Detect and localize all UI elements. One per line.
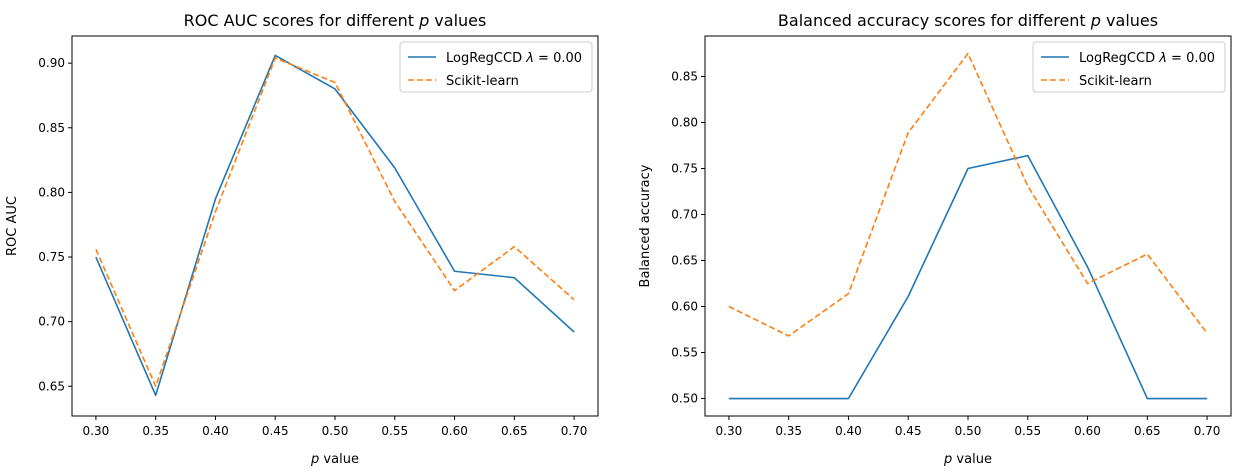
legend-label: LogRegCCD λ = 0.00 bbox=[446, 51, 582, 66]
x-tick-label: 0.65 bbox=[501, 424, 528, 438]
chart-1: ROC AUC scores for different p values 0.3… bbox=[5, 11, 599, 467]
x-tick-label: 0.65 bbox=[1134, 424, 1161, 438]
legend-box bbox=[1032, 41, 1226, 93]
x-tick-label: 0.30 bbox=[83, 424, 110, 438]
y-tick-label: 0.65 bbox=[38, 379, 65, 393]
x-tick-label: 0.70 bbox=[1194, 424, 1221, 438]
legend: LogRegCCD λ = 0.00 Scikit-learn bbox=[399, 41, 593, 93]
series-line-scikit-learn bbox=[728, 52, 1208, 337]
x-tick-label: 0.40 bbox=[202, 424, 229, 438]
series-line-logregccd bbox=[95, 54, 575, 397]
x-tick-label: 0.35 bbox=[142, 424, 169, 438]
x-tick-label: 0.50 bbox=[322, 424, 349, 438]
plot-frame bbox=[704, 35, 1232, 417]
x-tick-label: 0.60 bbox=[441, 424, 468, 438]
plot-frame bbox=[71, 35, 599, 417]
y-tick-label: 0.60 bbox=[671, 300, 698, 314]
x-tick-label: 0.45 bbox=[895, 424, 922, 438]
legend-label: LogRegCCD λ = 0.00 bbox=[1079, 51, 1215, 66]
y-tick-label: 0.90 bbox=[38, 56, 65, 70]
legend-box bbox=[399, 41, 593, 93]
y-tick-label: 0.75 bbox=[671, 161, 698, 175]
legend-label: Scikit-learn bbox=[446, 74, 519, 89]
y-axis-label: Balanced accuracy bbox=[638, 164, 653, 287]
x-tick-label: 0.70 bbox=[561, 424, 588, 438]
y-tick-label: 0.65 bbox=[671, 254, 698, 268]
y-tick-label: 0.50 bbox=[671, 392, 698, 406]
y-tick-label: 0.80 bbox=[38, 185, 65, 199]
y-tick-label: 0.70 bbox=[38, 315, 65, 329]
x-axis-label: p value bbox=[310, 452, 359, 467]
x-tick-label: 0.40 bbox=[835, 424, 862, 438]
legend: LogRegCCD λ = 0.00 Scikit-learn bbox=[1032, 41, 1226, 93]
y-tick-label: 0.85 bbox=[671, 69, 698, 83]
y-tick-label: 0.75 bbox=[38, 250, 65, 264]
y-tick-label: 0.55 bbox=[671, 346, 698, 360]
y-tick-label: 0.85 bbox=[38, 121, 65, 135]
x-tick-label: 0.30 bbox=[716, 424, 743, 438]
y-axis-label: ROC AUC bbox=[5, 196, 20, 256]
x-tick-label: 0.50 bbox=[955, 424, 982, 438]
x-tick-label: 0.60 bbox=[1074, 424, 1101, 438]
y-tick-label: 0.80 bbox=[671, 115, 698, 129]
chart-title: ROC AUC scores for different p values bbox=[184, 11, 487, 30]
x-tick-label: 0.55 bbox=[1014, 424, 1041, 438]
x-axis-label: p value bbox=[943, 452, 992, 467]
chart-title: Balanced accuracy scores for different p… bbox=[778, 11, 1158, 30]
series-line-scikit-learn bbox=[95, 57, 575, 388]
legend-label: Scikit-learn bbox=[1079, 74, 1152, 89]
x-tick-label: 0.55 bbox=[381, 424, 408, 438]
y-tick-label: 0.70 bbox=[671, 207, 698, 221]
x-tick-label: 0.35 bbox=[775, 424, 802, 438]
x-tick-label: 0.45 bbox=[262, 424, 289, 438]
chart-2: Balanced accuracy scores for different p… bbox=[638, 11, 1232, 467]
series-line-logregccd bbox=[728, 154, 1208, 400]
